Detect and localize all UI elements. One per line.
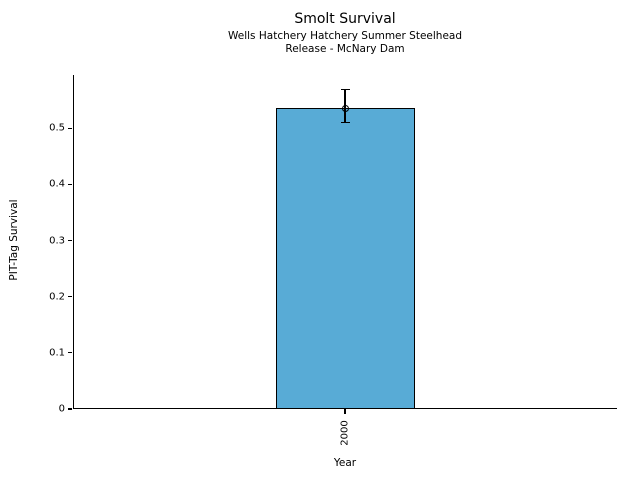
x-tick-label: 2000	[339, 420, 351, 446]
y-tick-label: 0	[58, 403, 65, 415]
chart-subtitle-line2: Release - McNary Dam	[285, 43, 405, 55]
y-axis-line	[73, 75, 75, 409]
y-tick	[68, 296, 72, 298]
y-tick-label: 0.2	[49, 291, 65, 303]
open-circle-marker	[341, 104, 349, 112]
plot-area: 0 0.1 0.2 0.3 0.4 0.5 2000	[49, 75, 617, 446]
x-tick	[344, 409, 346, 414]
y-tick	[68, 352, 72, 354]
y-tick	[68, 239, 72, 242]
y-tick-label: 0.4	[49, 178, 65, 190]
y-tick-label: 0.5	[49, 122, 65, 134]
chart-subtitle-line1: Wells Hatchery Hatchery Summer Steelhead	[228, 30, 462, 42]
error-bar-cap-bottom	[340, 121, 350, 124]
y-tick-label: 0.1	[49, 347, 65, 359]
bar	[275, 108, 415, 409]
y-tick	[68, 183, 72, 186]
chart-title: Smolt Survival	[294, 11, 396, 27]
y-tick-label: 0.3	[49, 235, 65, 247]
y-tick	[68, 127, 72, 129]
y-tick	[68, 408, 72, 410]
y-axis-label: PIT-Tag Survival	[8, 199, 20, 281]
error-bar-cap-top	[340, 88, 350, 91]
x-axis-label: Year	[333, 457, 357, 469]
